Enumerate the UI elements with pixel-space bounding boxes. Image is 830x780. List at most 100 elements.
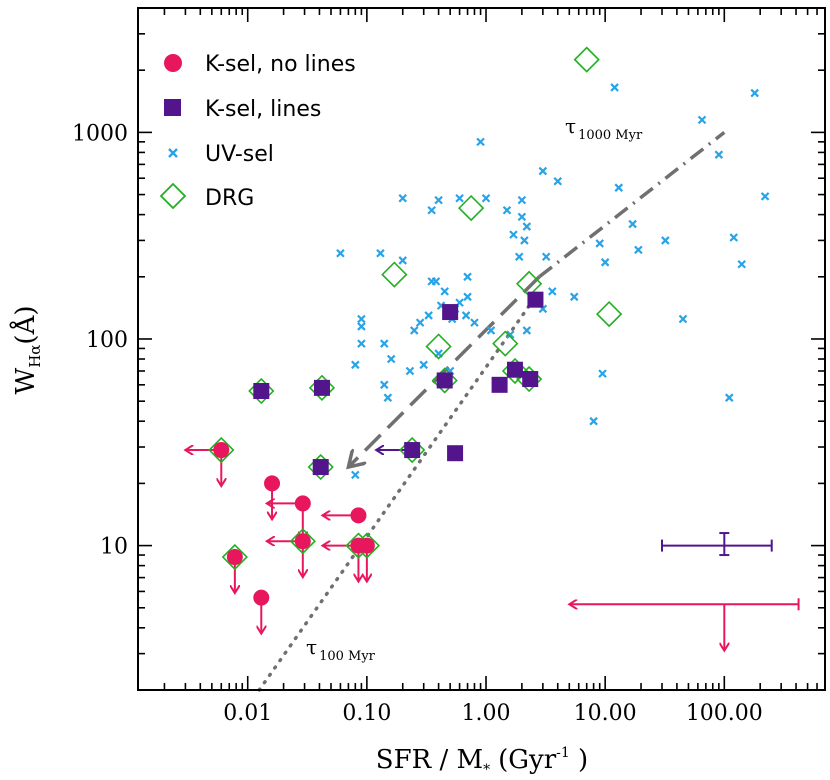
uv-sel-point: [481, 193, 491, 203]
legend-label-uv: UV-sel: [205, 142, 274, 167]
uv-sel-point: [522, 326, 532, 335]
k-sel-nolines-point: [226, 549, 243, 566]
uv-sel-point: [386, 354, 396, 364]
uv-sel-point: [589, 416, 598, 426]
annotation-tau-1000-symbol: τ: [565, 114, 576, 138]
plot-content: [185, 46, 800, 692]
k-sel-lines-point: [313, 379, 330, 396]
uv-sel-point: [522, 222, 532, 231]
uv-sel-point: [724, 393, 734, 402]
k-sel-nolines-point: [253, 589, 270, 606]
uv-sel-point: [520, 236, 529, 245]
uv-sel-point: [569, 292, 579, 302]
uv-sel-point: [336, 248, 345, 258]
annotation-tau-100-sub: 100 Myr: [319, 649, 376, 664]
x-label-main: SFR / M: [376, 745, 483, 775]
y-tick-label: 10: [100, 535, 128, 560]
annotation-tau-100: τ 100 Myr: [306, 635, 376, 664]
x-tick-label: 0.01: [223, 701, 272, 726]
uv-sel-point: [419, 360, 428, 370]
drg-point: [573, 46, 600, 73]
uv-sel-point: [398, 256, 408, 265]
uv-sel-point: [379, 380, 389, 390]
uv-sel-point: [409, 326, 419, 335]
uv-sel-point: [357, 322, 366, 331]
k-sel-nolines-point: [213, 442, 230, 459]
drg-point: [381, 261, 408, 288]
x-label-unit: (Gyr: [498, 745, 557, 775]
y-label-main: W: [11, 368, 41, 395]
uv-sel-point: [486, 326, 496, 335]
drg-point: [457, 194, 485, 222]
uv-sel-point: [729, 233, 739, 242]
uv-sel-point: [737, 259, 746, 269]
k-sel-lines-point: [506, 361, 523, 378]
uv-sel-point: [614, 183, 624, 192]
uv-sel-point: [697, 115, 707, 125]
legend: K-sel, no lines K-sel, lines UV-sel DRG: [159, 52, 356, 211]
k-sel-lines-point: [447, 445, 464, 462]
y-axis-label: WHα(Å): [9, 305, 44, 394]
x-axis-label: SFR / M* (Gyr-1 ): [376, 745, 588, 778]
uv-sel-point: [714, 150, 724, 159]
drg-point: [596, 300, 623, 328]
drg-point: [208, 436, 235, 464]
legend-marker-drg: [159, 182, 187, 210]
x-tick-label: 10.00: [574, 701, 637, 726]
k-sel-lines-point: [253, 383, 270, 400]
x-label-sub: *: [483, 762, 490, 778]
uv-sel-point: [553, 176, 563, 186]
track-100-myr: [257, 295, 538, 692]
uv-sel-point: [351, 360, 360, 370]
legend-marker-k-nolines: [164, 54, 182, 72]
y-tick-label: 100: [86, 328, 128, 353]
legend-label-k-lines: K-sel, lines: [205, 97, 321, 122]
k-sel-nolines-point: [350, 507, 367, 524]
uv-sel-point: [595, 239, 604, 248]
uv-sel-point: [506, 330, 515, 339]
drg-point: [492, 330, 519, 357]
legend-marker-k-lines: [164, 99, 181, 116]
uv-sel-point: [463, 292, 472, 302]
uv-sel-point: [440, 287, 449, 296]
k-sel-nolines-point: [264, 475, 281, 492]
uv-sel-point: [405, 366, 415, 376]
uv-sel-point: [517, 195, 527, 205]
uv-sel-point: [427, 205, 436, 215]
uv-sel-point: [463, 272, 472, 282]
y-label-sub: Hα: [26, 345, 44, 368]
x-label-close: ): [570, 745, 588, 775]
uv-sel-point: [750, 88, 760, 98]
uv-sel-point: [383, 393, 393, 402]
uv-sel-point: [379, 339, 389, 348]
uv-sel-point: [351, 470, 360, 480]
uv-sel-point: [610, 83, 619, 92]
uv-sel-point: [424, 311, 433, 320]
x-label-exp: -1: [556, 745, 570, 761]
k-sel-lines-point: [491, 376, 508, 393]
uv-sel-point: [598, 369, 607, 378]
uv-sel-point: [415, 318, 425, 327]
legend-marker-uv: [168, 148, 178, 158]
uv-sel-point: [517, 212, 527, 222]
uv-sel-point: [455, 193, 464, 203]
uv-sel-point: [434, 195, 443, 205]
x-tick-label: 100.00: [686, 701, 763, 726]
uv-sel-point: [357, 314, 366, 324]
k-sel-lines-point: [404, 442, 421, 459]
drg-point: [289, 528, 316, 555]
uv-sel-point: [541, 252, 551, 262]
k-sel-lines-point: [436, 372, 453, 389]
uv-sel-point: [461, 311, 471, 320]
uv-sel-point: [661, 236, 670, 245]
drg-point: [425, 333, 452, 360]
uv-sel-point: [600, 258, 610, 267]
uv-sel-point: [357, 339, 366, 348]
k-sel-lines-point: [527, 291, 544, 308]
uv-sel-point: [509, 230, 518, 239]
uv-sel-point: [538, 166, 548, 176]
tick-labels: 0.01 0.10 1.00 10.00 100.00 10 100 1000: [72, 121, 763, 726]
annotation-tau-100-symbol: τ: [306, 635, 317, 659]
uv-sel-point: [502, 205, 512, 215]
uv-sel-point: [548, 287, 557, 296]
